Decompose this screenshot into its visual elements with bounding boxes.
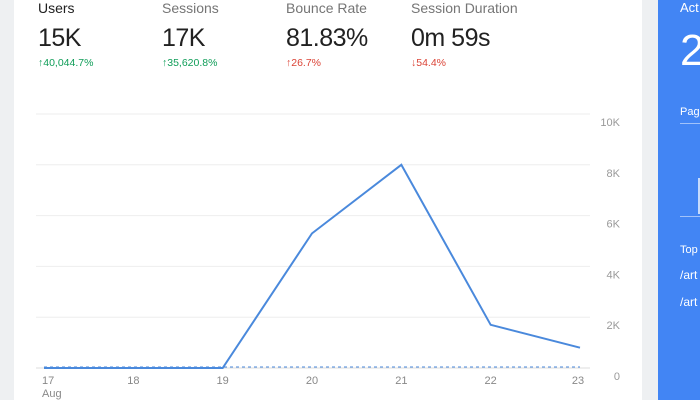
metric-change: ↓54.4% xyxy=(411,57,518,69)
top-pages-label: Top xyxy=(680,244,698,256)
realtime-panel: Act 2 Pag Top /art /art xyxy=(658,0,700,400)
metric-change-value: 40,044.7% xyxy=(43,57,94,69)
metric-tab-session-duration[interactable]: Session Duration 0m 59s ↓54.4% xyxy=(411,0,518,69)
top-page-link[interactable]: /art xyxy=(680,268,698,282)
y-tick-label: 4K xyxy=(607,269,621,281)
y-tick-label: 0 xyxy=(614,371,620,383)
audience-overview-card: Users 15K ↑40,044.7% Sessions 17K ↑35,620… xyxy=(14,0,642,400)
x-tick-label: 19 xyxy=(217,375,229,387)
x-tick-label: 22 xyxy=(485,375,497,387)
realtime-title: Act xyxy=(680,0,699,15)
top-page-link[interactable]: /art xyxy=(680,295,698,309)
metric-value: 15K xyxy=(38,24,81,52)
users-line-chart: 0 2K 4K 6K 8K 10K 17 18 19 20 21 22 23 Aug xyxy=(36,113,621,400)
x-month-label: Aug xyxy=(42,388,62,400)
active-users-value: 2 xyxy=(680,26,700,75)
metric-value: 17K xyxy=(162,24,205,52)
y-tick-label: 10K xyxy=(600,117,620,129)
arrow-up-icon: ↑ xyxy=(286,57,292,69)
x-tick-label: 20 xyxy=(306,375,318,387)
divider xyxy=(680,216,700,217)
x-tick-label: 18 xyxy=(127,375,139,387)
metric-tab-sessions[interactable]: Sessions 17K ↑35,620.8% xyxy=(162,0,219,69)
metric-change-value: 35,620.8% xyxy=(167,57,218,69)
x-tick-label: 21 xyxy=(395,375,407,387)
arrow-up-icon: ↑ xyxy=(162,57,168,69)
y-tick-label: 2K xyxy=(607,320,621,332)
y-tick-label: 8K xyxy=(607,168,621,180)
pageviews-bar xyxy=(698,178,700,214)
metric-change: ↑35,620.8% xyxy=(162,57,219,69)
metric-tab-bounce-rate[interactable]: Bounce Rate 81.83% ↑26.7% xyxy=(286,0,368,69)
metric-label: Session Duration xyxy=(411,0,518,16)
divider xyxy=(680,123,700,124)
metric-label: Bounce Rate xyxy=(286,0,367,16)
x-tick-label: 17 xyxy=(42,375,54,387)
metric-change: ↑40,044.7% xyxy=(38,57,93,69)
metric-change-value: 26.7% xyxy=(291,57,322,69)
metric-label: Users xyxy=(38,0,75,16)
users-series-line xyxy=(44,163,581,369)
metric-label: Sessions xyxy=(162,0,219,16)
arrow-up-icon: ↑ xyxy=(38,57,44,69)
metric-change: ↑26.7% xyxy=(286,57,368,69)
metric-change-value: 54.4% xyxy=(416,57,447,69)
metric-tab-users[interactable]: Users 15K ↑40,044.7% xyxy=(38,0,93,69)
pageviews-label: Pag xyxy=(680,106,700,118)
metric-value: 0m 59s xyxy=(411,24,490,52)
y-tick-label: 6K xyxy=(607,219,621,231)
metric-value: 81.83% xyxy=(286,24,368,52)
x-tick-label: 23 xyxy=(572,375,584,387)
arrow-down-icon: ↓ xyxy=(411,57,417,69)
